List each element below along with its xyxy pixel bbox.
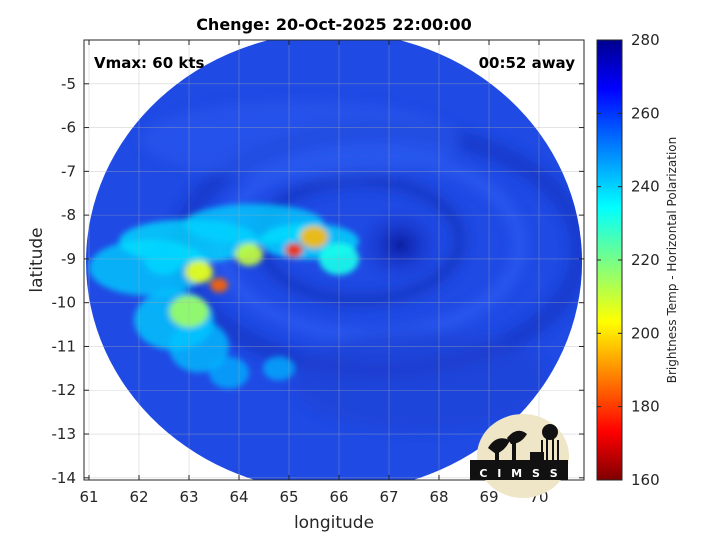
y-tick-label: -10 — [52, 294, 77, 312]
convective-band — [263, 356, 295, 381]
y-tick-label: -5 — [61, 75, 76, 93]
brightness-temp-point — [300, 225, 328, 249]
brightness-temp-point — [235, 243, 263, 266]
colorbar-tick-label: 180 — [631, 398, 660, 416]
colorbar-tick-label: 160 — [631, 471, 660, 489]
brightness-temp-point — [210, 277, 228, 293]
brightness-temp-swath — [86, 40, 582, 480]
brightness-temp-point — [285, 242, 303, 258]
colorbar-tick-label: 240 — [631, 178, 660, 196]
x-axis-label: longitude — [294, 513, 374, 533]
y-axis-label: latitude — [27, 227, 47, 292]
colorbar: 280 260 240 220 200 180 160 Brightness Temp - … — [596, 31, 679, 489]
y-tick-label: -9 — [61, 250, 76, 268]
colorbar-ticks: 280 260 240 220 200 180 160 — [597, 31, 660, 489]
chart-title: Chenge: 20-Oct-2025 22:00:00 — [196, 15, 472, 34]
colorbar-label: Brightness Temp - Horizontal Polarizatio… — [665, 137, 679, 384]
colorbar-tick-label: 200 — [631, 324, 660, 342]
colorbar-tick-label: 260 — [631, 104, 660, 122]
colorbar-tick-label: 220 — [631, 251, 660, 269]
vmax-annotation: Vmax: 60 kts — [94, 54, 204, 72]
cimss-logo-text: C I M S S — [479, 467, 560, 480]
x-tick-label: 69 — [479, 488, 498, 506]
time-away-annotation: 00:52 away — [479, 54, 576, 72]
x-tick-label: 67 — [379, 488, 398, 506]
y-axis-ticks: -5 -6 -7 -8 -9 -10 -11 -12 -13 -14 — [52, 75, 584, 487]
y-tick-label: -7 — [61, 162, 76, 180]
x-tick-label: 68 — [429, 488, 448, 506]
x-tick-label: 65 — [279, 488, 298, 506]
y-tick-label: -6 — [61, 119, 76, 137]
y-tick-label: -14 — [52, 469, 77, 487]
colorbar-tick-label: 280 — [631, 31, 660, 49]
y-tick-label: -11 — [52, 337, 77, 355]
axes-frame — [83, 39, 585, 481]
colorbar-bar — [596, 39, 623, 481]
x-tick-label: 66 — [329, 488, 348, 506]
y-tick-label: -13 — [52, 425, 77, 443]
x-tick-label: 62 — [129, 488, 148, 506]
y-tick-label: -8 — [61, 206, 76, 224]
x-tick-label: 63 — [179, 488, 198, 506]
y-tick-label: -12 — [52, 381, 77, 399]
convective-band — [209, 356, 249, 389]
brightness-temp-point — [185, 260, 213, 284]
x-tick-label: 64 — [229, 488, 248, 506]
cimss-logo: C I M S S — [470, 414, 569, 498]
x-tick-label: 61 — [79, 488, 98, 506]
x-axis-ticks: 61 62 63 64 65 66 67 68 69 70 — [79, 40, 549, 506]
